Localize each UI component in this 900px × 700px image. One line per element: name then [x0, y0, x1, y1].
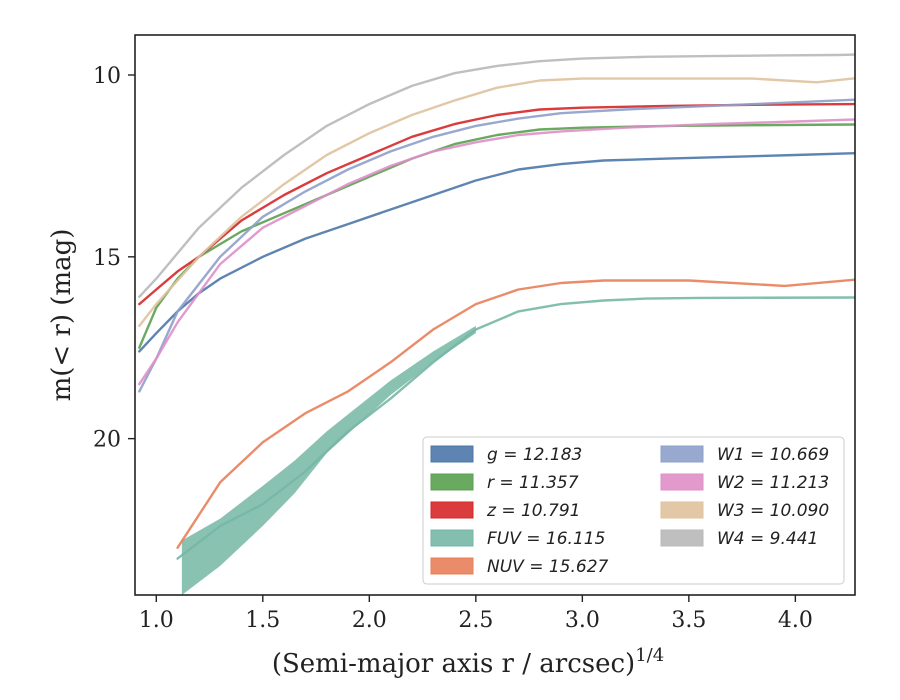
- legend-label-w4: W4 = 9.441: [717, 529, 818, 549]
- legend-swatch-w3: [660, 501, 704, 519]
- y-axis-label: m(< r) (mag): [47, 229, 77, 402]
- legend-label-r: r = 11.357: [487, 473, 579, 493]
- y-axis: 10 15 20: [93, 64, 135, 453]
- x-tick-label: 3.0: [565, 608, 600, 633]
- series-line-fuv: [176, 296, 855, 560]
- series-line-w3: [138, 77, 855, 328]
- plot-area: [138, 53, 855, 595]
- legend: g = 12.183 r = 11.357 z = 10.791 FUV = 16.1…: [422, 436, 845, 585]
- legend-swatch-z: [430, 501, 474, 519]
- legend-swatch-w1: [660, 445, 704, 463]
- x-tick-label: 2.0: [352, 608, 387, 633]
- legend-label-z: z = 10.791: [486, 501, 580, 521]
- plot-frame: [134, 34, 856, 596]
- legend-swatch-g: [430, 445, 474, 463]
- series-line-w1: [138, 98, 855, 393]
- legend-label-nuv: NUV = 15.627: [487, 557, 609, 577]
- series-line-nuv: [176, 278, 855, 549]
- legend-box: [422, 436, 845, 585]
- legend-label-w2: W2 = 11.213: [717, 473, 829, 493]
- x-tick-label: 1.0: [139, 608, 174, 633]
- y-tick-label: 20: [93, 428, 121, 453]
- x-tick-label: 4.0: [778, 608, 813, 633]
- band-fuv: [181, 325, 476, 595]
- legend-swatch-w4: [660, 529, 704, 547]
- x-axis: 1.0 1.5 2.0 2.5 3.0 3.5 4.0: [139, 595, 813, 633]
- x-axis-label: (Semi-major axis r / arcsec)1/4: [272, 645, 664, 679]
- legend-label-g: g = 12.183: [487, 445, 582, 465]
- legend-swatch-nuv: [430, 557, 474, 575]
- x-tick-label: 2.5: [458, 608, 493, 633]
- x-tick-label: 1.5: [245, 608, 280, 633]
- legend-swatch-fuv: [430, 529, 474, 547]
- legend-label-fuv: FUV = 16.115: [487, 529, 605, 549]
- series-line-z: [138, 102, 855, 306]
- x-tick-label: 3.5: [671, 608, 706, 633]
- y-tick-label: 10: [93, 64, 121, 89]
- legend-label-w1: W1 = 10.669: [717, 445, 829, 465]
- legend-swatch-w2: [660, 473, 704, 491]
- y-tick-label: 15: [93, 246, 121, 271]
- legend-swatch-r: [430, 473, 474, 491]
- legend-label-w3: W3 = 10.090: [717, 501, 829, 521]
- series-line-w4: [138, 53, 855, 298]
- series-line-w2: [138, 118, 855, 386]
